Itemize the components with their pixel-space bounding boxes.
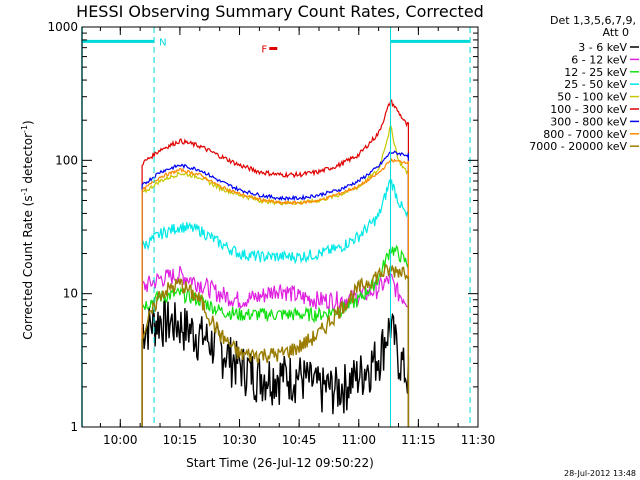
y-tick-label: 10 bbox=[63, 287, 78, 301]
y-axis-label-sup2: -1 bbox=[20, 125, 29, 133]
legend-entry-label: 25 - 50 keV bbox=[564, 78, 627, 91]
series-line-8 bbox=[141, 263, 410, 427]
y-tick-label: 1 bbox=[70, 420, 78, 434]
legend-entry-label: 300 - 800 keV bbox=[550, 115, 627, 128]
series-line-5 bbox=[141, 99, 409, 427]
flag-label-2: F bbox=[261, 44, 267, 55]
x-tick-label: 11:30 bbox=[461, 433, 496, 447]
axes-layer: 10:00 10:15 10:30 10:45 11:00 11:15 11:30 1 10 10… bbox=[47, 20, 495, 447]
legend-entry-label: 6 - 12 keV bbox=[571, 53, 627, 66]
legend-entry-label: 100 - 300 keV bbox=[550, 103, 627, 116]
footer-timestamp: 28-Jul-2012 13:48 bbox=[564, 469, 636, 478]
legend-entry-label: 12 - 25 keV bbox=[564, 66, 627, 79]
plot-frame bbox=[81, 26, 479, 428]
y-tick-label: 1000 bbox=[47, 20, 78, 34]
y-axis-label-sup1: -1 bbox=[20, 187, 29, 195]
x-tick-label: 10:00 bbox=[103, 433, 138, 447]
legend-header-detectors: Det 1,3,5,6,7,9, bbox=[550, 14, 636, 27]
y-tick-label: 100 bbox=[55, 153, 78, 167]
series-line-3 bbox=[141, 179, 409, 427]
x-tick-label: 10:45 bbox=[282, 433, 317, 447]
legend-entry-label: 7000 - 20000 keV bbox=[529, 140, 627, 153]
x-tick-label: 11:15 bbox=[401, 433, 436, 447]
flag-layer: NF bbox=[81, 27, 471, 427]
chart-title: HESSI Observing Summary Count Rates, Cor… bbox=[76, 2, 484, 21]
x-tick-label: 10:30 bbox=[222, 433, 257, 447]
x-tick-label: 11:00 bbox=[341, 433, 376, 447]
y-axis-label-mid: detector bbox=[21, 133, 35, 188]
x-axis-label: Start Time (26-Jul-12 09:50:22) bbox=[186, 456, 374, 470]
legend-entry-label: 50 - 100 keV bbox=[557, 91, 627, 104]
y-axis-label: Corrected Count Rate (s-1 detector-1) bbox=[20, 120, 35, 339]
y-axis-label-end: ) bbox=[21, 120, 35, 125]
legend-entry-label: 3 - 6 keV bbox=[578, 41, 627, 54]
flag-label-0: N bbox=[159, 37, 166, 48]
series-line-0 bbox=[141, 298, 410, 427]
legend-header-attenuator: Att 0 bbox=[603, 26, 629, 39]
x-tick-label: 10:15 bbox=[163, 433, 198, 447]
series-line-6 bbox=[141, 150, 409, 427]
series-layer bbox=[141, 99, 410, 427]
y-axis-label-main: Corrected Count Rate (s bbox=[21, 195, 35, 339]
series-line-7 bbox=[141, 157, 409, 427]
legend-entry-label: 800 - 7000 keV bbox=[543, 128, 627, 141]
series-line-2 bbox=[141, 244, 409, 427]
